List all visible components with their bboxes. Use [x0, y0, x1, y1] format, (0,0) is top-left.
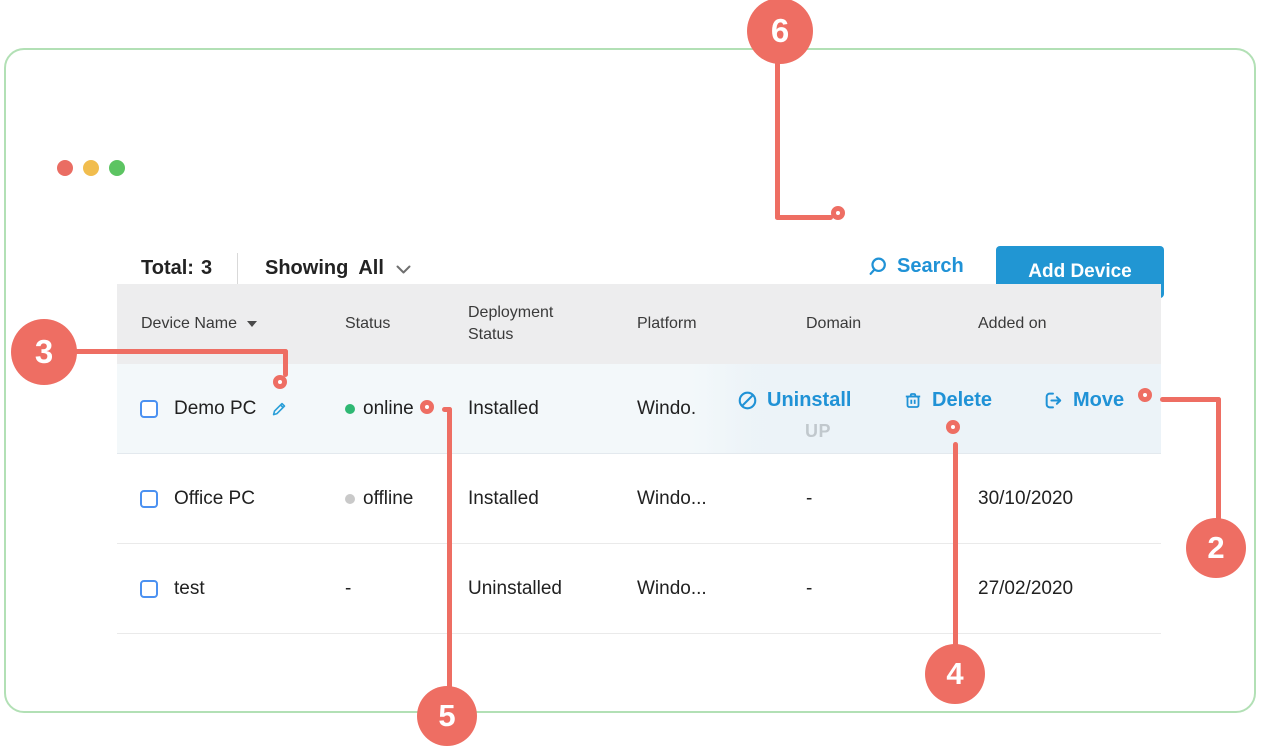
device-name-cell: Demo PC: [117, 398, 345, 420]
window-dot-yellow-icon[interactable]: [83, 160, 99, 176]
edit-device-name-icon[interactable]: [269, 399, 289, 419]
callout-2-ring-marker: [1138, 388, 1152, 402]
column-header-deployment-status: Deployment Status: [468, 304, 554, 343]
delete-label: Delete: [932, 389, 993, 411]
status-cell: -: [345, 578, 468, 600]
callout-6-line-horizontal: [775, 215, 833, 220]
platform-cell: Windo.: [637, 397, 697, 419]
search-button[interactable]: Search: [866, 255, 964, 278]
callout-badge-3: 3: [11, 319, 77, 385]
deployment-status-cell: Installed: [468, 487, 539, 509]
callout-badge-6: 6: [747, 0, 813, 64]
row-checkbox[interactable]: [140, 399, 158, 418]
search-label: Search: [897, 255, 964, 277]
status-cell: online: [345, 398, 468, 420]
column-header-domain: Domain: [806, 315, 862, 332]
total-label: Total:: [141, 257, 194, 279]
showing-value: All: [358, 257, 384, 279]
toolbar-divider: [237, 253, 238, 285]
callout-6-line-vertical: [775, 58, 780, 220]
callout-4-line-vertical: [953, 442, 958, 650]
callout-2-line-horizontal: [1160, 397, 1221, 402]
device-name-header-label: Device Name: [141, 315, 238, 332]
row-checkbox[interactable]: [140, 489, 158, 508]
table-row-demo-pc[interactable]: Demo PC online Installed Windo. UP: [117, 364, 1161, 454]
column-header-platform: Platform: [637, 315, 697, 332]
callout-badge-2: 2: [1186, 518, 1246, 578]
move-button[interactable]: Move: [1043, 389, 1124, 412]
column-header-added-on: Added on: [978, 315, 1047, 332]
row-actions-overlay: UP Uninstall Delet: [691, 364, 1161, 453]
column-header-status: Status: [345, 315, 391, 332]
callout-3-ring-marker: [273, 375, 287, 389]
move-icon: [1045, 392, 1062, 409]
deployment-status-cell: Installed: [468, 397, 539, 419]
column-header-device-name[interactable]: Device Name: [117, 315, 345, 333]
status-text: offline: [363, 487, 414, 509]
showing-label: Showing: [265, 257, 349, 279]
device-name: test: [174, 577, 205, 599]
domain-cell: -: [806, 487, 813, 509]
delete-button[interactable]: Delete: [903, 389, 992, 412]
platform-cell: Windo...: [637, 487, 707, 509]
table-row-test[interactable]: test - Uninstalled Windo... - 27/02/2020: [117, 544, 1161, 634]
move-label: Move: [1073, 389, 1125, 411]
device-name-cell: test: [117, 578, 345, 600]
window-dot-green-icon[interactable]: [109, 160, 125, 176]
sort-desc-icon: [247, 321, 258, 327]
callout-6-ring-marker: [831, 206, 845, 220]
added-on-cell: 27/02/2020: [978, 577, 1074, 599]
uninstall-label: Uninstall: [767, 389, 852, 411]
search-icon: [869, 257, 886, 275]
device-table: Device Name Status Deployment Status Pla…: [117, 284, 1161, 634]
callout-5-line-vertical: [447, 407, 452, 692]
window-dot-red-icon[interactable]: [57, 160, 73, 176]
status-text: -: [345, 577, 352, 599]
deployment-status-cell: Uninstalled: [468, 577, 562, 599]
device-name-cell: Office PC: [117, 488, 345, 510]
trash-icon: [905, 393, 921, 408]
online-status-dot: [345, 403, 355, 414]
added-on-cell: 30/10/2020: [978, 487, 1074, 509]
ban-icon: [738, 391, 757, 410]
status-cell: offline: [345, 488, 468, 510]
domain-cell: -: [806, 577, 813, 599]
device-name: Office PC: [174, 487, 255, 509]
status-text: online: [363, 397, 414, 419]
row-checkbox[interactable]: [140, 579, 158, 598]
faint-domain-text: UP: [805, 421, 832, 441]
total-value: 3: [200, 257, 213, 279]
callout-badge-5: 5: [417, 686, 477, 746]
platform-cell: Windo...: [637, 577, 707, 599]
chevron-down-icon: [396, 265, 411, 274]
window-controls: [57, 160, 125, 176]
table-header-row: Device Name Status Deployment Status Pla…: [117, 284, 1161, 364]
table-row-office-pc[interactable]: Office PC offline Installed Windo... - 3…: [117, 454, 1161, 544]
callout-5-ring-marker: [420, 400, 434, 414]
callout-3-line-horizontal: [60, 349, 288, 354]
uninstall-button[interactable]: Uninstall: [737, 389, 851, 412]
callout-4-ring-marker: [946, 420, 960, 434]
device-name: Demo PC: [174, 397, 257, 419]
total-count: Total: 3: [141, 257, 212, 280]
callout-2-line-vertical: [1216, 397, 1221, 523]
callout-badge-4: 4: [925, 644, 985, 704]
offline-status-dot: [345, 493, 355, 504]
callout-3-line-vertical: [283, 349, 288, 377]
showing-filter-dropdown[interactable]: Showing All: [265, 257, 411, 280]
